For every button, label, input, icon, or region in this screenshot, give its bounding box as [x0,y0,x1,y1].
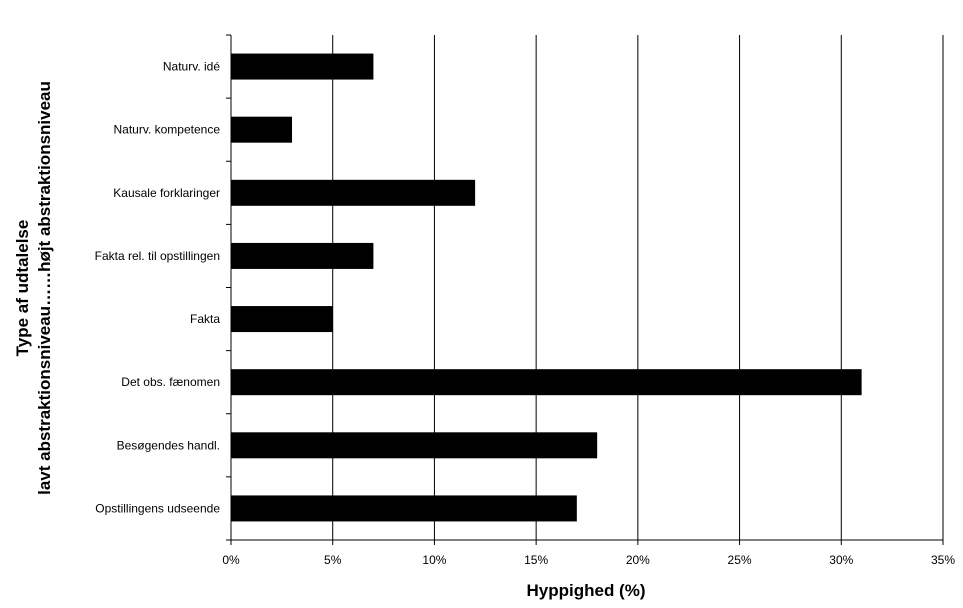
bar [231,306,333,333]
x-tick-label: 25% [728,553,752,567]
x-tick-label: 10% [422,553,446,567]
axes [226,34,944,545]
x-axis-title: Hyppighed (%) [527,581,646,600]
bar [231,116,293,143]
x-tick-label: 5% [324,553,342,567]
bar [231,179,476,206]
grid-lines [332,35,944,540]
category-label: Naturv. kompetence [114,123,221,137]
y-axis-title-line-1: Type af udtalelse [13,220,32,357]
category-label: Besøgendes handl. [117,438,220,452]
category-label: Opstillingens udseende [95,501,220,515]
y-axis-title-line-2: lavt abstraktionsniveau……højt abstraktio… [35,81,54,495]
category-label: Fakta [190,312,220,326]
bar [231,495,577,522]
x-tick-label: 35% [931,553,955,567]
bar [231,432,598,459]
y-axis-title-group: Type af udtalelse lavt abstraktionsnivea… [13,81,54,495]
bar [231,369,862,396]
bars [231,53,862,522]
category-label: Det obs. fænomen [121,375,220,389]
category-label: Fakta rel. til opstillingen [95,249,220,263]
bar [231,242,374,269]
x-tick-label: 30% [829,553,853,567]
category-label: Naturv. idé [163,60,220,74]
x-tick-labels: 0% 5% 10% 15% 20% 25% 30% 35% [222,553,955,567]
category-label: Kausale forklaringer [113,186,220,200]
x-tick-label: 20% [626,553,650,567]
bar [231,53,374,80]
x-tick-label: 15% [524,553,548,567]
category-labels: Naturv. idé Naturv. kompetence Kausale for… [95,60,221,516]
x-tick-label: 0% [222,553,240,567]
